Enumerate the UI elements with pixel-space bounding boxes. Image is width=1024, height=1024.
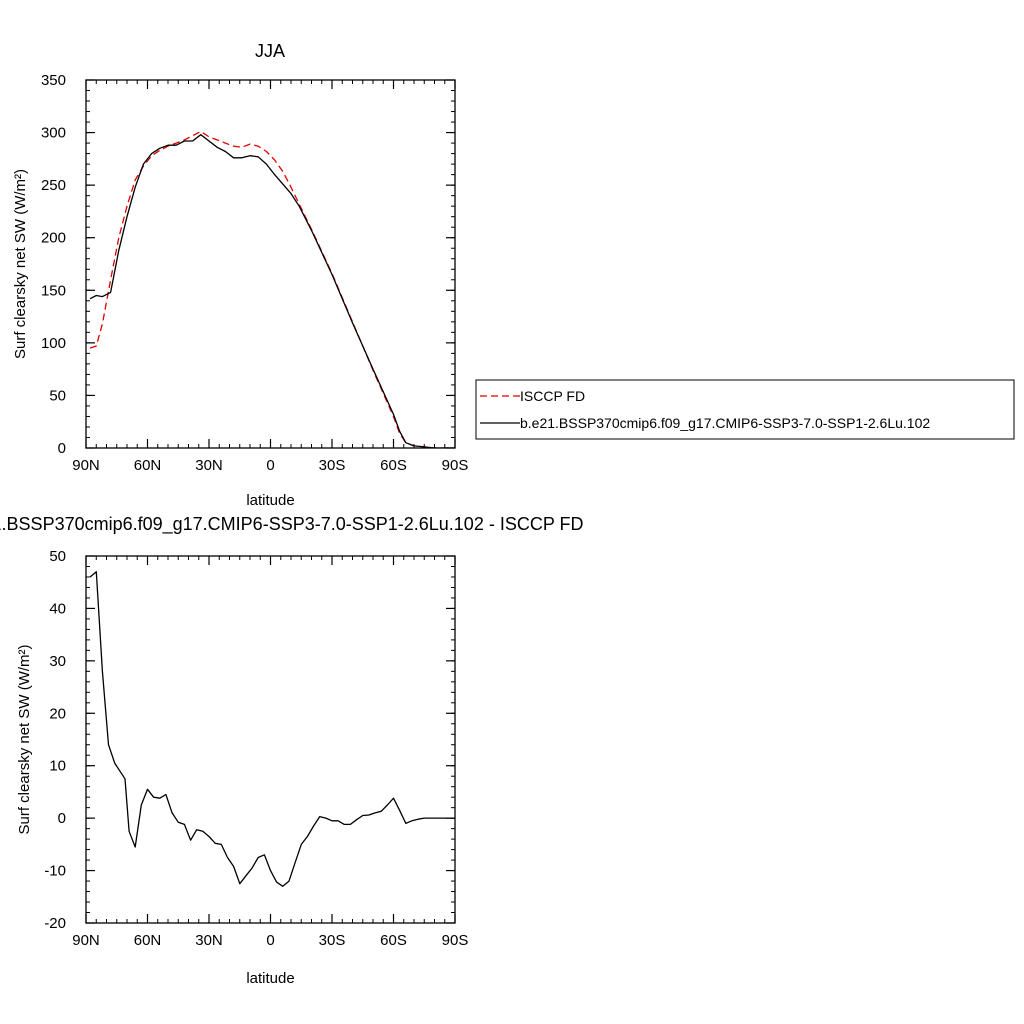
y-tick-label: 50 [49, 387, 66, 404]
x-tick-label: 90S [442, 457, 469, 474]
x-tick-label: 90S [442, 932, 469, 949]
plot-frame [85, 79, 456, 449]
x-tick-label: 30N [195, 932, 223, 949]
x-axis-label: latitude [246, 492, 294, 509]
series-line-0 [89, 130, 455, 448]
x-tick-label: 60S [380, 457, 407, 474]
x-tick-label: 60S [380, 932, 407, 949]
x-tick-label: 30S [319, 932, 346, 949]
y-tick-label: 50 [49, 548, 66, 565]
chart-top: JJA 90N 60N 30N 0 30S 60S 90S 0 50 100 150 200 250 300… [12, 41, 468, 509]
x-axis-label: latitude [246, 970, 294, 987]
y-tick-label: 150 [41, 282, 66, 299]
chart-title: JJA [255, 41, 285, 61]
legend: ISCCP FD b.e21.BSSP370cmip6.f09_g17.CMIP6… [475, 379, 1015, 440]
y-tick-label: 350 [41, 72, 66, 89]
chart-bottom: b.e21.BSSP370cmip6.f09_g17.CMIP6-SSP3-7.… [0, 514, 584, 987]
x-tick-label: 90N [72, 457, 100, 474]
series-line-1 [89, 134, 455, 448]
y-tick-label: 250 [41, 177, 66, 194]
y-tick-label: 100 [41, 335, 66, 352]
x-tick-label: 30N [195, 457, 223, 474]
y-tick-label: 300 [41, 125, 66, 142]
y-tick-label: 20 [49, 705, 66, 722]
y-tick-label: -20 [44, 915, 66, 932]
x-tick-label: 60N [134, 932, 162, 949]
x-tick-label: 0 [266, 932, 274, 949]
y-tick-label: 0 [58, 440, 66, 457]
chart-title: b.e21.BSSP370cmip6.f09_g17.CMIP6-SSP3-7.… [0, 514, 584, 535]
y-tick-label: 0 [58, 810, 66, 827]
x-tick-label: 0 [266, 457, 274, 474]
plot-frame [85, 555, 456, 924]
legend-label-1: b.e21.BSSP370cmip6.f09_g17.CMIP6-SSP3-7.… [520, 415, 930, 431]
y-axis-label: Surf clearsky net SW (W/m²) [16, 644, 33, 834]
legend-box [475, 379, 1015, 440]
y-axis-label: Surf clearsky net SW (W/m²) [12, 169, 29, 359]
y-tick-label: 200 [41, 230, 66, 247]
x-tick-label: 30S [319, 457, 346, 474]
legend-label-0: ISCCP FD [520, 388, 585, 404]
y-tick-label: -10 [44, 863, 66, 880]
y-tick-label: 30 [49, 653, 66, 670]
x-tick-label: 60N [134, 457, 162, 474]
y-tick-label: 10 [49, 758, 66, 775]
x-tick-label: 90N [72, 932, 100, 949]
y-tick-label: 40 [49, 600, 66, 617]
series-line-0 [89, 571, 455, 887]
